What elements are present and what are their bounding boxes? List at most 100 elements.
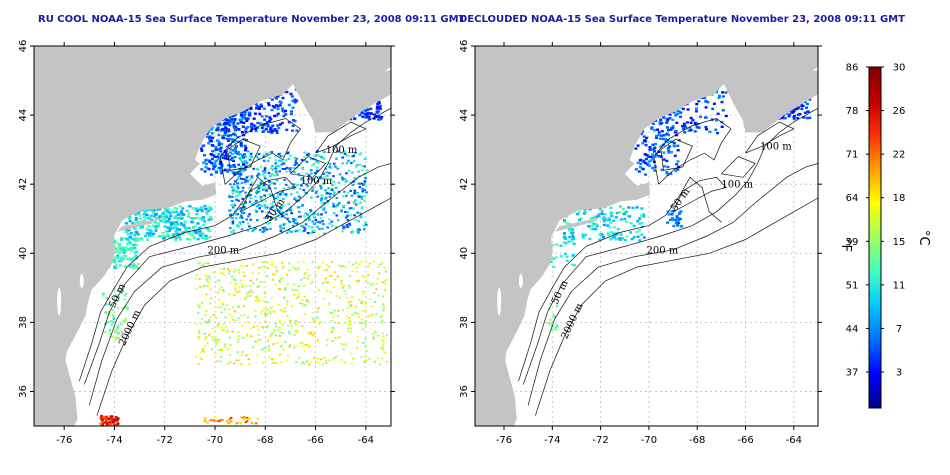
sst-pixel — [274, 159, 278, 162]
sst-pixel — [676, 112, 680, 116]
sst-pixel — [376, 277, 379, 280]
sst-pixel — [295, 297, 299, 299]
sst-pixel — [233, 203, 236, 206]
sst-pixel — [237, 317, 240, 320]
sst-pixel — [270, 151, 273, 154]
sst-pixel — [704, 106, 708, 109]
sst-pixel — [161, 232, 165, 235]
sst-pixel — [266, 160, 270, 163]
sst-pixel — [695, 126, 699, 129]
sst-pixel — [268, 221, 271, 224]
sst-pixel — [345, 162, 349, 165]
sst-pixel — [665, 121, 669, 124]
sst-pixel — [165, 233, 169, 236]
sst-pixel — [274, 213, 278, 216]
sst-pixel — [239, 314, 243, 317]
sst-pixel — [352, 180, 355, 183]
sst-pixel — [364, 177, 367, 180]
sst-pixel — [203, 285, 206, 287]
sst-pixel — [382, 305, 385, 308]
sst-pixel — [303, 191, 307, 194]
sst-pixel — [117, 337, 121, 340]
sst-pixel — [179, 238, 182, 241]
sst-pixel — [256, 121, 260, 125]
sst-pixel — [205, 274, 208, 277]
sst-pixel — [217, 133, 221, 137]
sst-pixel — [323, 180, 327, 183]
sst-pixel — [250, 335, 253, 337]
sst-pixel — [210, 297, 213, 300]
sst-pixel — [199, 208, 203, 212]
sst-pixel — [99, 422, 103, 425]
sst-pixel — [282, 162, 286, 165]
sst-pixel — [239, 158, 243, 161]
sst-pixel — [203, 332, 206, 335]
sst-pixel — [347, 261, 351, 263]
sst-pixel — [136, 239, 140, 243]
sst-pixel — [250, 181, 254, 184]
sst-pixel — [252, 228, 256, 231]
sst-pixel — [243, 168, 247, 171]
sst-pixel — [127, 257, 131, 260]
sst-pixel — [260, 265, 263, 268]
sst-pixel — [288, 167, 291, 170]
sst-pixel — [361, 275, 365, 278]
sst-pixel — [242, 138, 246, 141]
sst-pixel — [551, 328, 554, 331]
sst-pixel — [245, 163, 248, 166]
sst-pixel — [314, 158, 317, 161]
sst-pixel — [258, 300, 261, 303]
sst-pixel — [235, 283, 238, 285]
sst-pixel — [214, 145, 218, 149]
sst-pixel — [284, 289, 287, 291]
sst-pixel — [250, 176, 254, 179]
sst-pixel — [270, 333, 273, 336]
bathymetry-contour — [721, 156, 756, 178]
sst-pixel — [270, 202, 274, 205]
sst-pixel — [284, 287, 287, 289]
sst-pixel — [293, 293, 296, 296]
bathymetry-contour — [88, 163, 391, 406]
sst-pixel — [792, 116, 796, 119]
sst-pixel — [669, 140, 673, 143]
sst-pixel — [228, 308, 231, 311]
sst-pixel — [318, 221, 322, 224]
sst-pixel — [119, 237, 123, 240]
sst-pixel — [269, 126, 273, 129]
sst-pixel — [280, 361, 283, 364]
sst-pixel — [120, 257, 124, 261]
sst-pixel — [353, 189, 357, 192]
sst-pixel — [319, 187, 323, 190]
sst-pixel — [332, 181, 335, 184]
sst-pixel — [248, 285, 252, 287]
sst-pixel — [356, 228, 360, 231]
x-tick-label: -64 — [358, 435, 374, 446]
sst-pixel — [651, 148, 655, 152]
sst-pixel — [344, 179, 348, 182]
sst-pixel — [226, 139, 230, 142]
sst-pixel — [248, 111, 251, 115]
sst-pixel — [336, 314, 339, 317]
sst-pixel — [566, 222, 570, 225]
sst-pixel — [230, 275, 233, 278]
sst-pixel — [341, 287, 344, 289]
sst-pixel — [708, 130, 712, 134]
sst-pixel — [344, 210, 347, 213]
sst-pixel — [232, 278, 235, 280]
sst-pixel — [258, 207, 261, 210]
sst-pixel — [335, 157, 338, 160]
sst-pixel — [571, 235, 575, 238]
sst-pixel — [175, 232, 179, 235]
sst-pixel — [298, 302, 302, 305]
sst-pixel — [324, 281, 327, 284]
sst-pixel — [262, 155, 265, 158]
sst-pixel — [259, 229, 262, 232]
x-tick-label: -70 — [207, 435, 223, 446]
sst-pixel — [637, 170, 641, 173]
sst-pixel — [357, 280, 360, 283]
sst-pixel — [200, 218, 204, 222]
sst-pixel — [137, 262, 140, 266]
sst-pixel — [319, 185, 322, 188]
